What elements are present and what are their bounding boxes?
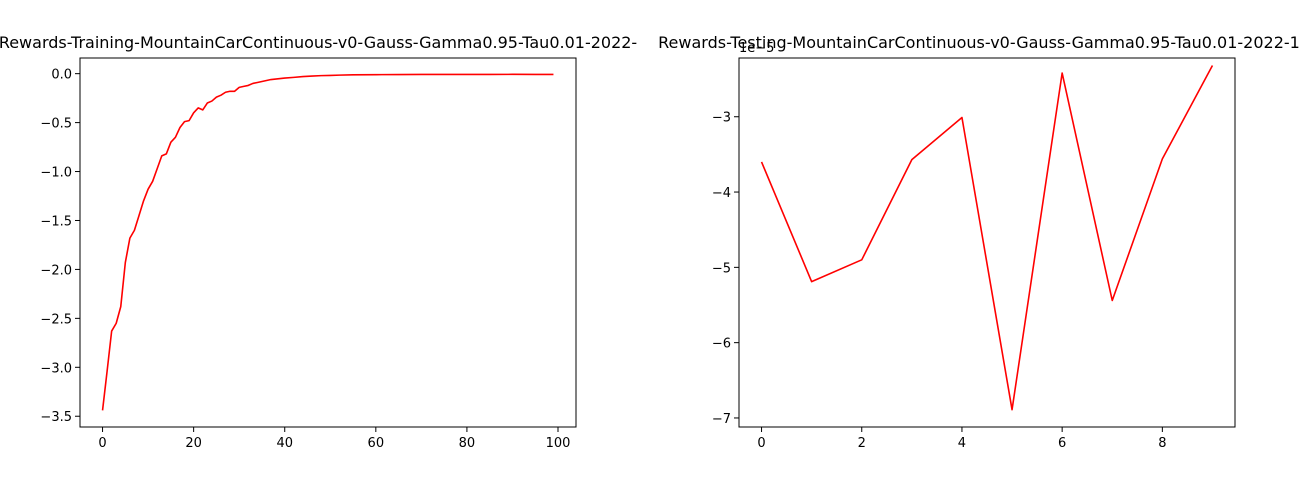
y-tick-label: −3 [712, 111, 731, 126]
chart-title: Rewards-Training-MountainCarContinuous-v… [0, 33, 637, 52]
y-tick-label: −1.5 [40, 214, 72, 229]
y-tick-label: 0.0 [51, 68, 72, 83]
x-tick-label: 2 [858, 436, 866, 451]
y-axis-multiplier: 1e−5 [739, 41, 774, 56]
x-tick-label: 0 [98, 436, 106, 451]
plot-frame [738, 57, 1236, 428]
y-tick-label: −5 [712, 261, 731, 276]
y-tick-label: −2.5 [40, 312, 72, 327]
y-tick-label: −3.0 [40, 361, 72, 376]
y-tick-label: −4 [712, 186, 731, 201]
training-rewards-chart: Rewards-Training-MountainCarContinuous-v… [0, 33, 637, 451]
x-tick-label: 80 [459, 436, 476, 451]
testing-rewards-chart: Rewards-Testing-MountainCarContinuous-v0… [658, 33, 1300, 451]
y-tick-label: −7 [712, 412, 731, 427]
x-tick-label: 100 [546, 436, 571, 451]
x-tick-label: 4 [958, 436, 966, 451]
series-line [760, 65, 1214, 411]
x-tick-label: 0 [757, 436, 765, 451]
series-line [101, 73, 554, 411]
y-tick-label: −6 [712, 337, 731, 352]
x-tick-label: 40 [276, 436, 293, 451]
y-tick-label: −2.0 [40, 263, 72, 278]
y-tick-label: −1.0 [40, 166, 72, 181]
plot-frame [79, 57, 577, 428]
y-tick-label: −0.5 [40, 117, 72, 132]
x-tick-label: 8 [1158, 436, 1166, 451]
x-tick-label: 20 [185, 436, 202, 451]
x-tick-label: 60 [368, 436, 385, 451]
y-tick-label: −3.5 [40, 410, 72, 425]
x-tick-label: 6 [1058, 436, 1066, 451]
chart-title: Rewards-Testing-MountainCarContinuous-v0… [658, 33, 1300, 52]
